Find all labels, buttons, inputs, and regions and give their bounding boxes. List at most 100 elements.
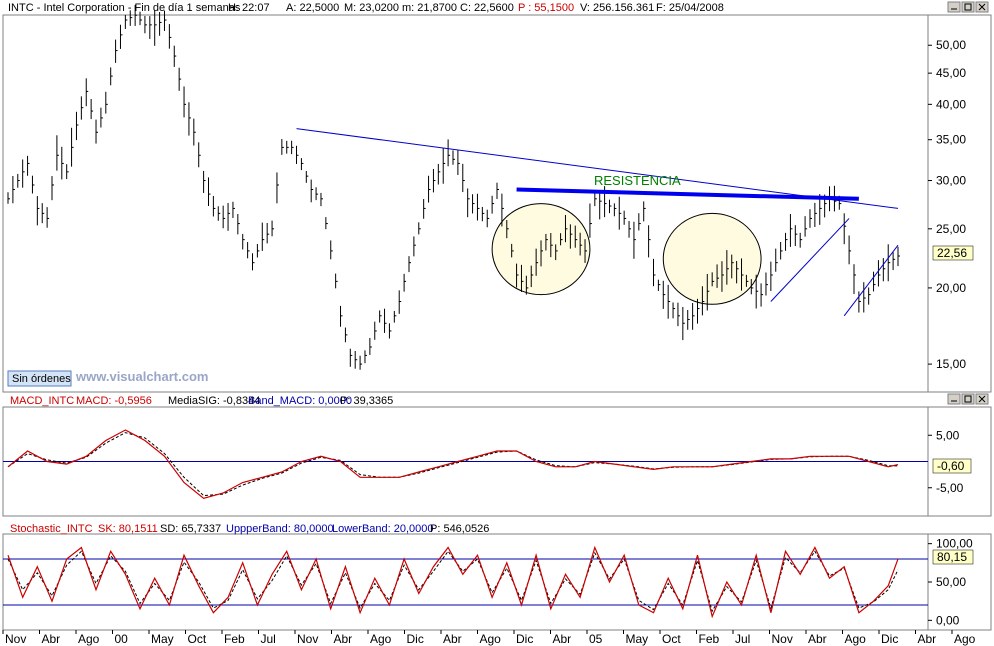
- x-tick-label: Ago: [954, 632, 976, 646]
- macd-last-value: -0,60: [932, 458, 972, 474]
- x-tick-label: May: [626, 632, 649, 646]
- x-tick-label: Oct: [662, 632, 681, 646]
- price-header-m: M: 23,0200: [344, 2, 399, 14]
- macd-header-p: P: 39,3365: [340, 395, 393, 407]
- macd-y-ticks: 5,00 -5,00: [928, 428, 964, 495]
- macd-header-signal: MediaSIG: -0,8344: [168, 395, 260, 407]
- x-tick-label: Nov: [5, 632, 26, 646]
- x-tick-label: Dic: [881, 632, 898, 646]
- stoch-y-tick-label: 50,00: [936, 575, 966, 589]
- x-tick-label: Abr: [808, 632, 827, 646]
- macd-line: [7, 429, 899, 499]
- x-tick-label: May: [151, 632, 174, 646]
- macd-lines-layer: [3, 429, 928, 499]
- stoch-sk-line: [7, 545, 899, 619]
- macd-maximize-button[interactable]: [961, 393, 975, 405]
- stoch-y-ticks: 100,00 50,00 0,00: [928, 537, 973, 627]
- stoch-header-sd: SD: 65,7337: [160, 523, 221, 535]
- price-header-min: m: 21,8700: [402, 2, 457, 14]
- macd-window-controls: [947, 393, 989, 405]
- price-header-title: INTC - Intel Corporation - Fin de día 1 …: [8, 2, 241, 14]
- price-bars-layer: [7, 4, 900, 370]
- macd-panel: MACD_INTC MACD: -0,5956 MediaSIG: -0,834…: [2, 393, 992, 517]
- price-header-volume: V: 256.156.361: [580, 2, 654, 14]
- support-trendline-1[interactable]: [770, 218, 850, 302]
- stoch-header-sk: SK: 80,1511: [98, 523, 158, 535]
- price-header-date: F: 25/04/2008: [656, 2, 724, 14]
- stoch-y-tick-label: 100,00: [936, 537, 973, 551]
- stoch-y-tick-label: 0,00: [936, 613, 960, 627]
- macd-last-value-label: -0,60: [937, 459, 965, 473]
- x-tick-label: Abr: [334, 632, 353, 646]
- macd-y-tick-label: -5,00: [936, 481, 964, 495]
- macd-header-band: Band_MACD: 0,0000: [248, 395, 352, 407]
- no-orders-label: Sin órdenes: [12, 373, 71, 385]
- watermark: www.visualchart.com: [75, 369, 208, 384]
- price-axis-area: [927, 14, 992, 393]
- x-tick-label: Dic: [407, 632, 424, 646]
- x-tick-label: Jul: [261, 632, 276, 646]
- stoch-last-value-label: 80,15: [937, 550, 967, 564]
- stoch-panel: Stochastic_INTC SK: 80,1511 SD: 65,7337 …: [2, 523, 992, 631]
- price-y-tick-label: 35,00: [936, 133, 966, 147]
- stoch-lines-layer: [3, 545, 928, 619]
- stoch-plot-area[interactable]: [2, 533, 929, 631]
- price-y-tick-label: 20,00: [936, 281, 966, 295]
- maximize-icon: [964, 3, 972, 11]
- resistance-annotation: RESISTENCIA: [594, 173, 681, 188]
- macd-header: MACD_INTC MACD: -0,5956 MediaSIG: -0,834…: [10, 395, 393, 407]
- stoch-header-lower: LowerBand: 20,0000: [332, 523, 434, 535]
- x-tick-label: Jul: [735, 632, 750, 646]
- x-tick-label: Feb: [224, 632, 245, 646]
- highlight-ellipse-2: [662, 212, 762, 305]
- stoch-header-upper: UppperBand: 80,0000: [226, 523, 334, 535]
- no-orders-button[interactable]: Sin órdenes: [7, 370, 72, 387]
- x-tick-label: 05: [589, 632, 603, 646]
- x-tick-label: Ago: [370, 632, 392, 646]
- macd-maximize-icon: [964, 395, 972, 403]
- price-window-controls: [947, 1, 989, 13]
- stoch-header-name: Stochastic_INTC: [10, 523, 93, 535]
- price-last-value: 22,56: [932, 245, 974, 261]
- macd-header-value: MACD: -0,5956: [76, 395, 152, 407]
- stoch-last-value: 80,15: [932, 549, 974, 565]
- x-tick-label: Abr: [443, 632, 462, 646]
- maximize-button[interactable]: [961, 1, 975, 13]
- price-y-tick-label: 40,00: [936, 97, 966, 111]
- price-plot-area[interactable]: [2, 14, 929, 393]
- price-y-tick-label: 25,00: [936, 222, 966, 236]
- macd-y-tick-label: 5,00: [936, 428, 960, 442]
- support-trendline-2[interactable]: [843, 244, 899, 317]
- x-tick-label: Oct: [188, 632, 207, 646]
- price-header-a: A: 22,5000: [286, 2, 339, 14]
- price-header: INTC - Intel Corporation - Fin de día 1 …: [8, 2, 724, 14]
- x-tick-label: Nov: [772, 632, 793, 646]
- price-header-close: C: 22,5600: [460, 2, 514, 14]
- x-axis: Nov Abr Ago 00 May Oct Feb Jul Nov Abr Ago Dic Abr Ag…: [2, 629, 976, 646]
- price-header-p: P : 55,1500: [518, 2, 574, 14]
- macd-close-icon: [978, 395, 986, 403]
- price-header-h: H: 22:07: [228, 2, 270, 14]
- x-tick-label: Feb: [699, 632, 720, 646]
- resistance-level-line[interactable]: [516, 187, 859, 201]
- price-y-tick-label: 15,00: [936, 357, 966, 371]
- macd-minimize-button[interactable]: [947, 393, 961, 405]
- x-tick-label: Ago: [480, 632, 502, 646]
- x-tick-label: Abr: [42, 632, 61, 646]
- x-tick-label: Dic: [516, 632, 533, 646]
- minimize-button[interactable]: [947, 1, 961, 13]
- x-tick-label: Ago: [78, 632, 100, 646]
- x-tick-label: Abr: [918, 632, 937, 646]
- stoch-header: Stochastic_INTC SK: 80,1511 SD: 65,7337 …: [10, 523, 489, 535]
- price-y-tick-label: 45,00: [936, 66, 966, 80]
- price-panel: INTC - Intel Corporation - Fin de día 1 …: [2, 1, 992, 393]
- stoch-header-p: P: 546,0526: [430, 523, 489, 535]
- close-icon: [978, 3, 986, 11]
- price-y-tick-label: 50,00: [936, 38, 966, 52]
- resistance-trendline[interactable]: [296, 128, 899, 209]
- macd-header-name: MACD_INTC: [10, 395, 74, 407]
- x-tick-label: Nov: [297, 632, 318, 646]
- price-y-tick-label: 30,00: [936, 174, 966, 188]
- x-tick-label: Abr: [553, 632, 572, 646]
